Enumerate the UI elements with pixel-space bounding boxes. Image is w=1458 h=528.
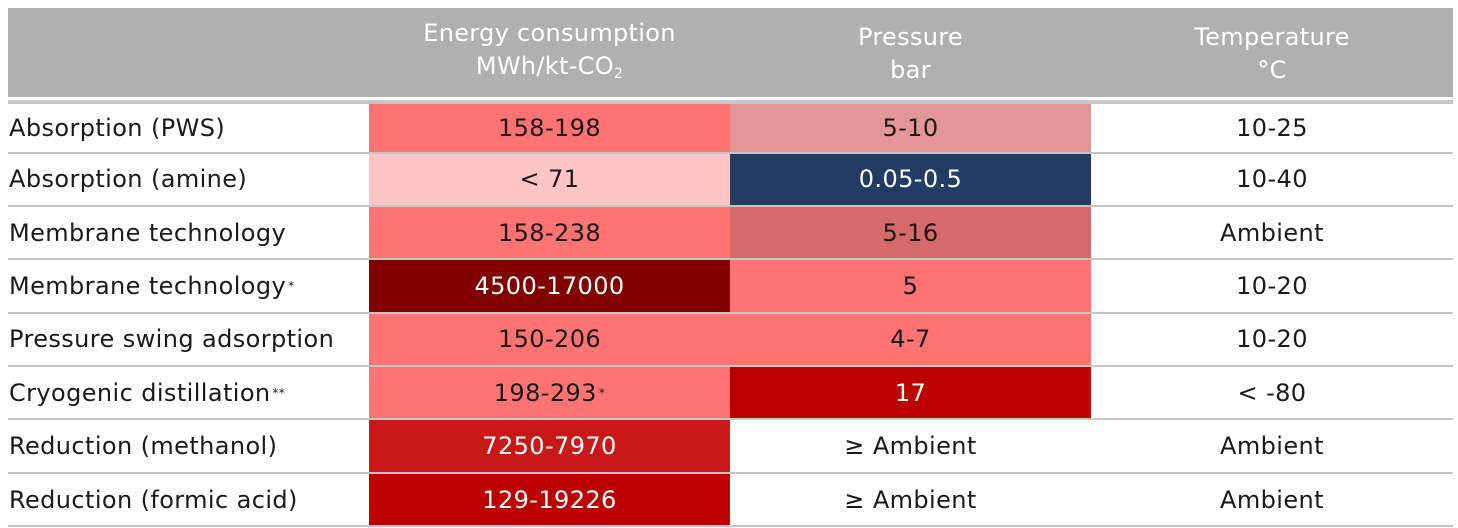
row-pressure-cell: 4-7 bbox=[730, 313, 1091, 366]
row-technology-name: Cryogenic distillation ** bbox=[9, 378, 286, 407]
row-technology-name: Absorption (PWS) bbox=[9, 113, 226, 142]
row-temperature-cell: 10-20 bbox=[1236, 271, 1308, 300]
header-blank-cell bbox=[8, 8, 369, 97]
table-row: Pressure swing adsorption 150-206 4-7 10-20 bbox=[8, 313, 1453, 368]
table-row: Reduction (methanol) 7250-7970 ≥ Ambient Am… bbox=[8, 420, 1453, 474]
row-technology-name: Reduction (formic acid) bbox=[9, 485, 298, 514]
row-temperature-cell: < -80 bbox=[1237, 378, 1307, 407]
header-energy-unit: MWh/kt-CO2 bbox=[475, 51, 624, 82]
row-pressure-cell: 5-10 bbox=[730, 104, 1091, 152]
row-energy-cell: 4500-17000 bbox=[369, 260, 730, 312]
header-temperature-unit: °C bbox=[1257, 55, 1287, 84]
row-energy-cell: 198-293 * bbox=[369, 367, 730, 419]
table-row: Absorption (PWS) 158-198 5-10 10-25 bbox=[8, 102, 1453, 154]
row-energy-cell: < 71 bbox=[369, 153, 730, 205]
header-temperature-title: Temperature bbox=[1194, 22, 1350, 51]
row-technology-name: Pressure swing adsorption bbox=[9, 325, 335, 354]
table-row: Cryogenic distillation ** 198-293 * 17 < -80 bbox=[8, 367, 1453, 421]
row-technology-name: Absorption (amine) bbox=[9, 165, 248, 194]
header-pressure-title: Pressure bbox=[858, 22, 963, 51]
table-row: Absorption (amine) < 71 0.05-0.5 10-40 bbox=[8, 153, 1453, 207]
row-pressure-cell: 5 bbox=[730, 260, 1091, 312]
row-temperature-cell: 10-20 bbox=[1236, 325, 1308, 354]
row-energy-cell: 158-238 bbox=[369, 206, 730, 259]
table-header: Energy consumption MWh/kt-CO2 Pressure b… bbox=[8, 8, 1453, 97]
header-energy: Energy consumption MWh/kt-CO2 bbox=[369, 8, 730, 97]
row-temperature-cell: Ambient bbox=[1220, 485, 1324, 514]
table-row: Reduction (formic acid) 129-19226 ≥ Ambien… bbox=[8, 473, 1453, 528]
row-technology-name: Reduction (methanol) bbox=[9, 432, 278, 461]
header-pressure: Pressure bar bbox=[730, 8, 1091, 97]
header-temperature: Temperature °C bbox=[1091, 8, 1453, 97]
table-body: Absorption (PWS) 158-198 5-10 10-25 Absorpti… bbox=[8, 100, 1453, 528]
comparison-table: Energy consumption MWh/kt-CO2 Pressure b… bbox=[8, 8, 1453, 528]
row-pressure-cell: 5-16 bbox=[730, 206, 1091, 259]
row-technology-name: Membrane technology bbox=[9, 218, 287, 247]
row-energy-cell: 7250-7970 bbox=[369, 420, 730, 472]
table-row: Membrane technology 158-238 5-16 Ambient bbox=[8, 206, 1453, 261]
row-temperature-cell: Ambient bbox=[1220, 218, 1324, 247]
row-energy-cell: 158-198 bbox=[369, 104, 730, 152]
row-pressure-cell: ≥ Ambient bbox=[730, 473, 1091, 526]
row-energy-cell: 129-19226 bbox=[369, 473, 730, 526]
row-pressure-cell: 17 bbox=[730, 367, 1091, 419]
header-energy-title: Energy consumption bbox=[423, 18, 676, 47]
row-temperature-cell: 10-40 bbox=[1236, 165, 1308, 194]
header-pressure-unit: bar bbox=[890, 55, 931, 84]
row-temperature-cell: 10-25 bbox=[1236, 113, 1308, 142]
row-technology-name: Membrane technology * bbox=[9, 271, 295, 300]
table-row: Membrane technology * 4500-17000 5 10-20 bbox=[8, 260, 1453, 314]
row-pressure-cell: ≥ Ambient bbox=[730, 420, 1091, 472]
row-pressure-cell: 0.05-0.5 bbox=[730, 153, 1091, 205]
row-energy-cell: 150-206 bbox=[369, 313, 730, 366]
row-temperature-cell: Ambient bbox=[1220, 432, 1324, 461]
